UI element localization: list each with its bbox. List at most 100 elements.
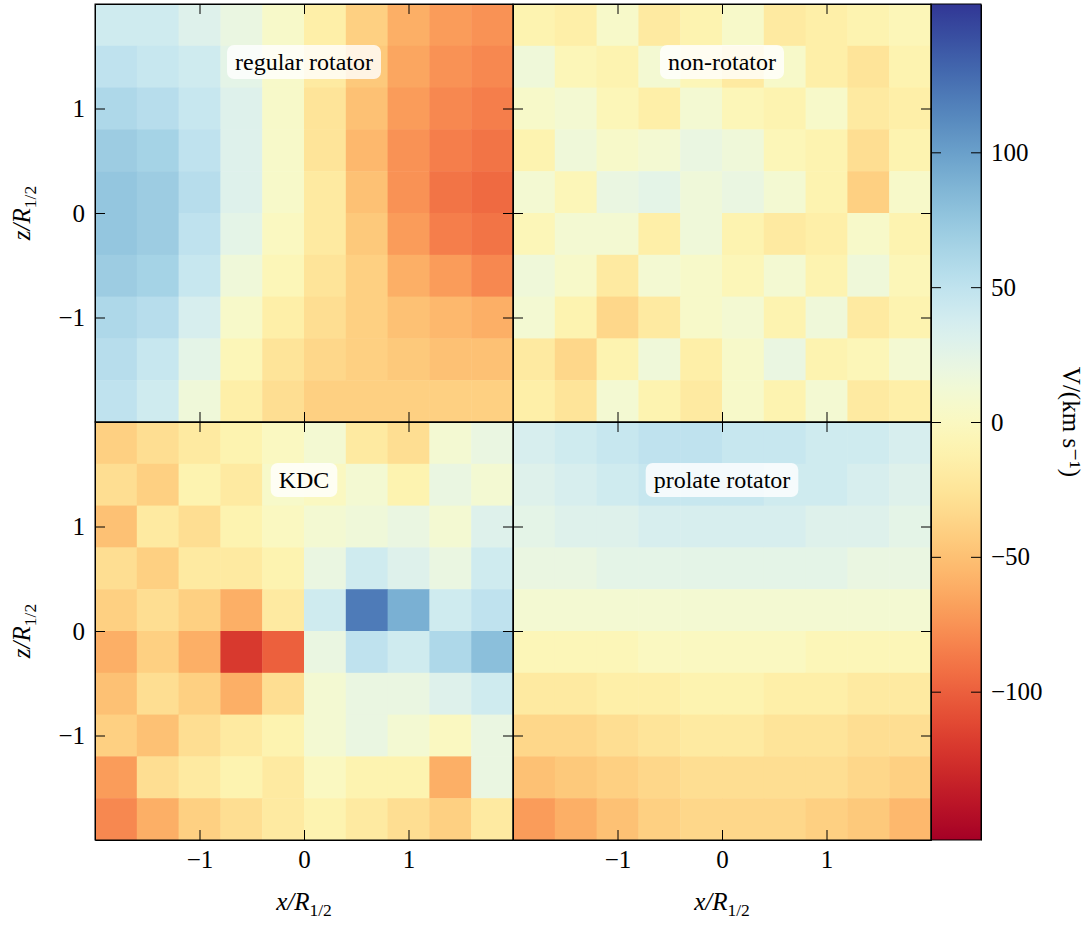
cell xyxy=(388,4,430,46)
cell xyxy=(388,422,430,464)
tick-mark xyxy=(827,412,828,422)
cell xyxy=(513,255,555,297)
cell xyxy=(262,88,304,130)
tick-mark xyxy=(409,830,410,840)
cell xyxy=(847,129,889,171)
cell xyxy=(555,798,597,840)
tick-label: 1 xyxy=(821,846,834,873)
tick xyxy=(200,4,201,14)
cell xyxy=(722,297,764,339)
cell xyxy=(220,547,262,589)
cell xyxy=(847,171,889,213)
cell xyxy=(179,255,221,297)
cell xyxy=(597,380,639,422)
cell xyxy=(304,88,346,130)
cell xyxy=(179,380,221,422)
cell xyxy=(555,255,597,297)
cell xyxy=(429,380,471,422)
cell xyxy=(262,297,304,339)
cell xyxy=(429,756,471,798)
cell xyxy=(471,213,513,255)
cell xyxy=(680,715,722,757)
cell xyxy=(346,547,388,589)
cell xyxy=(597,756,639,798)
cell xyxy=(346,171,388,213)
cell xyxy=(179,171,221,213)
tick xyxy=(304,4,305,14)
panel-title: prolate rotator xyxy=(654,467,791,493)
cell xyxy=(429,88,471,130)
tick-mark xyxy=(921,736,931,737)
tick-mark xyxy=(200,412,201,422)
cell xyxy=(513,422,555,464)
cell xyxy=(304,798,346,840)
cell xyxy=(680,297,722,339)
cell xyxy=(262,171,304,213)
title-background xyxy=(271,463,338,497)
cell xyxy=(304,673,346,715)
cell xyxy=(597,171,639,213)
cell xyxy=(220,129,262,171)
cell xyxy=(388,297,430,339)
cell xyxy=(262,589,304,631)
cell xyxy=(889,673,931,715)
cell xyxy=(262,129,304,171)
tick-mark xyxy=(95,213,105,214)
cell xyxy=(471,756,513,798)
cell xyxy=(680,4,722,46)
tick-mark xyxy=(95,631,105,632)
cell xyxy=(764,4,806,46)
cell xyxy=(388,46,430,88)
cell xyxy=(95,756,137,798)
cell xyxy=(513,380,555,422)
cell xyxy=(638,255,680,297)
cell xyxy=(555,88,597,130)
tick xyxy=(503,213,513,214)
tick xyxy=(931,287,941,288)
cell xyxy=(889,380,931,422)
cell xyxy=(680,506,722,548)
cell xyxy=(471,88,513,130)
cell xyxy=(680,255,722,297)
tick-mark xyxy=(722,412,723,422)
panel-title-box: regular rotator xyxy=(227,45,381,79)
panel: −101prolate rotatorx/R1/2 xyxy=(513,422,932,920)
tick-label: 0 xyxy=(73,618,86,645)
x-axis: −101 xyxy=(514,830,932,873)
tick: 0 xyxy=(716,830,729,873)
cell xyxy=(806,631,848,673)
cell xyxy=(429,464,471,506)
cell xyxy=(220,715,262,757)
cell xyxy=(555,46,597,88)
cell xyxy=(304,380,346,422)
cell xyxy=(847,798,889,840)
cell xyxy=(638,798,680,840)
cell xyxy=(847,46,889,88)
cell xyxy=(722,798,764,840)
cell xyxy=(137,673,179,715)
cell xyxy=(513,46,555,88)
x-axis xyxy=(514,412,932,423)
tick-label: 0 xyxy=(991,409,1004,436)
cell xyxy=(680,338,722,380)
cells xyxy=(513,422,931,840)
colorbar-title: V/(km s⁻¹) xyxy=(1057,367,1085,477)
cell xyxy=(597,464,639,506)
cell xyxy=(806,589,848,631)
tick xyxy=(931,152,941,153)
cell xyxy=(680,129,722,171)
tick-mark xyxy=(503,213,513,214)
cell xyxy=(137,798,179,840)
cell xyxy=(429,171,471,213)
tick-mark xyxy=(827,422,828,432)
tick xyxy=(513,318,523,319)
tick xyxy=(722,4,723,14)
tick-mark xyxy=(513,318,523,319)
cell xyxy=(179,756,221,798)
cell xyxy=(722,380,764,422)
cell xyxy=(95,4,137,46)
tick xyxy=(503,736,513,737)
x-axis-title: x/R1/2 xyxy=(275,888,332,920)
cell xyxy=(638,756,680,798)
cell xyxy=(388,798,430,840)
